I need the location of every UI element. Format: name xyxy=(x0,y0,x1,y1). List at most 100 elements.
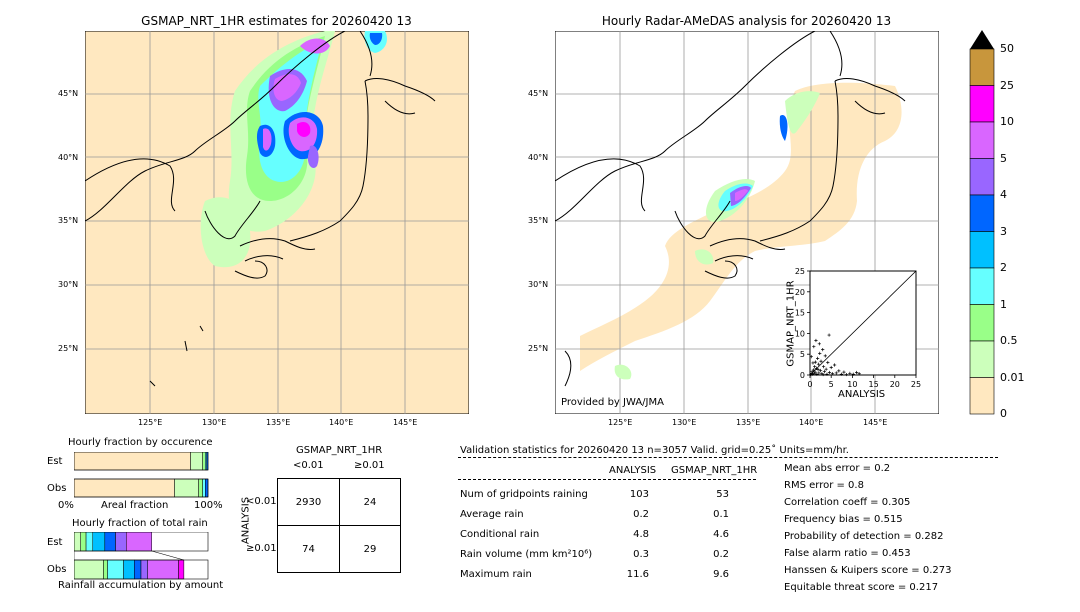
colorbar-extend xyxy=(970,30,994,49)
right-coverage xyxy=(580,82,902,371)
total-rain-bar-segment xyxy=(80,532,87,552)
left-lon-tick: 140°E xyxy=(329,418,354,427)
scatter-point xyxy=(818,351,822,355)
scatter-x-tick-label: 25 xyxy=(911,380,921,389)
validation-row-analysis: 0.2 xyxy=(633,509,649,520)
scatter-point xyxy=(821,365,826,369)
total-rain-bar-segment xyxy=(92,532,106,552)
validation-row-label: Maximum rain xyxy=(460,569,532,580)
occurrence-bar-segment xyxy=(174,478,199,498)
total-rain-bar-segment xyxy=(85,532,94,552)
colorbar-swatch xyxy=(969,48,995,86)
right-lat-tick: 25°N xyxy=(528,344,549,353)
scatter-point xyxy=(811,361,815,365)
scatter-point xyxy=(814,366,818,370)
left-lat-tick: 30°N xyxy=(58,280,79,289)
validation-header: Validation statistics for 20260420 13 n=… xyxy=(460,445,849,456)
left-lon-tick: 130°E xyxy=(202,418,227,427)
validation-row-gsmap: 0.2 xyxy=(713,549,729,560)
score-line: Equitable threat score = 0.217 xyxy=(784,582,939,593)
scatter-point xyxy=(811,368,815,372)
validation-table-rule xyxy=(458,479,756,480)
scatter-point xyxy=(839,372,843,376)
left-rain-field xyxy=(200,31,387,268)
validation-row-label: Num of gridpoints raining xyxy=(460,489,588,500)
colorbar-swatch xyxy=(969,158,995,196)
scatter-point xyxy=(826,360,830,365)
scatter-point xyxy=(823,354,827,358)
total-rain-bar-segment xyxy=(107,559,124,580)
colorbar-swatch xyxy=(969,85,995,123)
occurrence-tick-100: 100% xyxy=(194,500,223,511)
radar-credit: Provided by JWA/JMA xyxy=(561,397,664,408)
colorbar-swatch xyxy=(969,194,995,232)
right-lat-tick: 45°N xyxy=(528,89,549,98)
occurrence-bar-segment xyxy=(74,452,191,471)
validation-row-gsmap: 0.1 xyxy=(713,509,729,520)
right-lon-tick: 140°E xyxy=(799,418,824,427)
scatter-point xyxy=(842,370,846,374)
scatter-point xyxy=(816,356,820,360)
left-map xyxy=(85,31,469,414)
score-line: Correlation coeff = 0.305 xyxy=(784,497,911,508)
validation-row-gsmap: 4.6 xyxy=(713,529,729,540)
contingency-cell: 2930 xyxy=(295,497,322,508)
scatter-point xyxy=(819,359,823,363)
scatter-y-tick-label: 25 xyxy=(795,267,805,276)
scatter-point xyxy=(830,372,835,376)
validation-rule xyxy=(458,457,998,458)
contingency-cell: 24 xyxy=(363,497,377,508)
total-rain-bar-segment xyxy=(134,559,142,580)
scatter-plot: 0 5 10 15 20 25 0 5 10 15 20 25 xyxy=(795,267,921,389)
scatter-point xyxy=(810,370,814,374)
colorbar-label: 0.5 xyxy=(1000,334,1018,347)
right-lon-tick: 145°E xyxy=(863,418,888,427)
right-lon-tick: 135°E xyxy=(736,418,761,427)
validation-row-label: Conditional rain xyxy=(460,529,540,540)
contingency-cell: 29 xyxy=(363,544,377,555)
score-line: Hanssen & Kuipers score = 0.273 xyxy=(784,565,952,576)
scatter-point xyxy=(819,368,823,373)
total-rain-bar-segment xyxy=(103,559,108,580)
total-rain-cat-obs: Obs xyxy=(47,564,67,575)
contingency-cell: 74 xyxy=(302,544,315,555)
scatter-y-tick-label: 15 xyxy=(795,309,805,318)
score-line: Probability of detection = 0.282 xyxy=(784,531,944,542)
scatter-x-tick-label: 0 xyxy=(807,380,812,389)
left-lon-tick: 135°E xyxy=(266,418,291,427)
left-lon-tick: 145°E xyxy=(393,418,418,427)
colorbar-swatch xyxy=(969,304,995,342)
scatter-y-tick-label: 10 xyxy=(795,329,805,338)
total-rain-bar-segment xyxy=(178,559,185,580)
scatter-point xyxy=(848,371,852,375)
colorbar-swatch xyxy=(969,231,995,269)
colorbar-swatch xyxy=(969,377,995,415)
right-lon-tick: 130°E xyxy=(672,418,697,427)
contingency-col-0: <0.01 xyxy=(293,460,324,471)
score-line: Frequency bias = 0.515 xyxy=(784,514,903,525)
scatter-point xyxy=(844,372,849,377)
validation-col-gsmap: GSMAP_NRT_1HR xyxy=(671,465,758,476)
scatter-diagonal xyxy=(809,270,917,376)
right-lat-tick: 40°N xyxy=(528,153,549,162)
scatter-point xyxy=(813,360,818,364)
left-lat-tick: 40°N xyxy=(58,153,79,162)
contingency-col-1: ≥0.01 xyxy=(354,460,385,471)
scatter-point xyxy=(817,371,821,375)
right-lon-tick: 125°E xyxy=(608,418,633,427)
total-rain-bars xyxy=(74,532,209,580)
occurrence-bar-segment xyxy=(205,478,209,498)
occurrence-bar-frame xyxy=(74,452,209,471)
colorbar-label: 1 xyxy=(1000,297,1007,311)
occurrence-bar-segment xyxy=(202,478,206,498)
scatter-y-tick-label: 0 xyxy=(800,371,805,380)
scatter-x-tick-label: 15 xyxy=(869,380,879,389)
occurrence-cat-obs: Obs xyxy=(47,483,67,494)
total-rain-title: Hourly fraction of total rain xyxy=(72,518,208,529)
colorbar-label: 2 xyxy=(1000,261,1007,274)
colorbar-label: 25 xyxy=(1000,78,1014,92)
right-lat-tick: 30°N xyxy=(528,280,549,289)
validation-col-analysis: ANALYSIS xyxy=(609,465,657,476)
colorbar-label: 3 xyxy=(1000,224,1007,238)
total-rain-bar-segment xyxy=(74,559,104,580)
